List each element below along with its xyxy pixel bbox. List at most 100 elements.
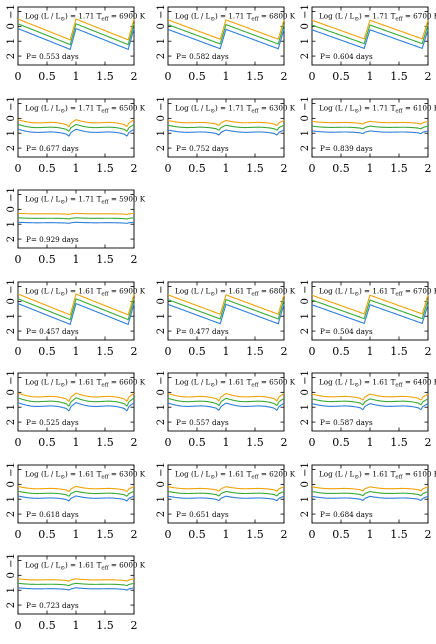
panel-5: 0 0.5 1 1.5 2 −1 0 1 2 Log (L / L⊙) = 1.71 Teff =… [156, 96, 296, 175]
light-curve-line [17, 221, 135, 224]
x-tick-label: 2 [131, 619, 138, 632]
y-tick-label: −1 [6, 279, 17, 294]
x-tick-label: 2 [425, 345, 432, 358]
light-curve-line [167, 23, 285, 45]
light-curve-line [17, 490, 135, 497]
light-curve-line [167, 402, 285, 411]
y-tick-label: 1 [300, 313, 311, 319]
y-tick-label: 0 [300, 389, 311, 395]
y-tick-label: −1 [156, 370, 167, 385]
panel-label: Log (L / L⊙) = 1.71 Teff = 6900 K [25, 12, 146, 23]
y-tick-label: 1 [300, 496, 311, 502]
period-label: P= 0.651 days [176, 510, 229, 519]
period-label: P= 0.839 days [320, 144, 373, 153]
light-curve-line [311, 403, 429, 411]
y-tick-label: −1 [156, 96, 167, 111]
y-tick-label: 0 [156, 481, 167, 487]
x-tick-label: 2 [425, 70, 432, 83]
x-tick-label: 1 [73, 436, 80, 449]
y-tick-label: −1 [300, 370, 311, 385]
panel-label: Log (L / L⊙) = 1.61 Teff = 6500 K [175, 378, 296, 389]
light-curve-line [17, 23, 135, 46]
x-tick-label: 0 [309, 162, 316, 175]
x-tick-label: 0.5 [332, 162, 350, 175]
x-tick-label: 2 [425, 162, 432, 175]
period-label: P= 0.752 days [176, 144, 229, 153]
x-tick-label: 0 [165, 70, 172, 83]
x-tick-label: 1.5 [246, 162, 264, 175]
x-tick-label: 1.5 [390, 436, 408, 449]
x-tick-label: 2 [131, 345, 138, 358]
x-tick-label: 1 [73, 619, 80, 632]
x-tick-label: 0.5 [38, 162, 56, 175]
light-curve-line [167, 486, 285, 492]
y-tick-label: 2 [6, 419, 17, 425]
x-tick-label: 0 [15, 436, 22, 449]
light-curve-line [167, 490, 285, 497]
x-tick-label: 0.5 [188, 436, 206, 449]
y-tick-label: 0 [300, 298, 311, 304]
light-curve-line [17, 587, 135, 591]
x-tick-label: 1 [367, 528, 374, 541]
light-curve-line [17, 298, 135, 321]
x-tick-label: 1 [367, 162, 374, 175]
x-tick-label: 1.5 [246, 436, 264, 449]
panel-8: 0 0.5 1 1.5 2 −1 0 1 2 Log (L / L⊙) = 1.61 Teff =… [6, 279, 146, 358]
x-tick-label: 0 [15, 253, 22, 266]
light-curve-line [311, 304, 429, 325]
y-tick-label: 2 [156, 419, 167, 425]
y-tick-label: 0 [300, 23, 311, 29]
light-curve-line [167, 298, 285, 320]
light-curve-line [311, 29, 429, 50]
y-tick-label: 1 [6, 404, 17, 410]
x-tick-label: 2 [281, 528, 288, 541]
panel-4: 0 0.5 1 1.5 2 −1 0 1 2 Log (L / L⊙) = 1.71 Teff =… [6, 96, 146, 175]
x-tick-label: 1.5 [246, 70, 264, 83]
x-tick-label: 1 [223, 162, 230, 175]
panel-11: 0 0.5 1 1.5 2 −1 0 1 2 Log (L / L⊙) = 1.61 Teff =… [6, 370, 146, 449]
light-curve-line [17, 18, 135, 41]
y-tick-label: −1 [300, 96, 311, 111]
period-label: P= 0.525 days [26, 418, 79, 427]
light-curve-line [17, 302, 135, 326]
x-tick-label: 1 [73, 70, 80, 83]
y-tick-label: −1 [6, 370, 17, 385]
panel-label: Log (L / L⊙) = 1.71 Teff = 6800 K [175, 12, 296, 23]
period-label: P= 0.557 days [176, 418, 229, 427]
panel-label: Log (L / L⊙) = 1.71 Teff = 6300 K [175, 104, 296, 115]
x-tick-label: 0 [309, 70, 316, 83]
x-tick-label: 0.5 [38, 253, 56, 266]
y-tick-label: 1 [156, 313, 167, 319]
light-curve-line [17, 485, 135, 493]
x-tick-label: 0 [309, 528, 316, 541]
y-tick-label: 0 [156, 298, 167, 304]
x-tick-label: 0.5 [188, 528, 206, 541]
x-tick-label: 2 [425, 436, 432, 449]
x-tick-label: 0.5 [188, 345, 206, 358]
y-tick-label: 2 [300, 511, 311, 517]
panel-15: 0 0.5 1 1.5 2 −1 0 1 2 Log (L / L⊙) = 1.61 Teff =… [156, 462, 296, 541]
light-curve-line [311, 299, 429, 320]
panel-label: Log (L / L⊙) = 1.61 Teff = 6700 K [319, 287, 436, 298]
y-tick-label: −1 [6, 553, 17, 568]
x-tick-label: 1.5 [390, 528, 408, 541]
x-tick-label: 1 [223, 436, 230, 449]
panel-1: 0 0.5 1 1.5 2 −1 0 1 2 Log (L / L⊙) = 1.71 Teff =… [6, 4, 146, 83]
x-tick-label: 1.5 [246, 345, 264, 358]
y-tick-label: 1 [300, 404, 311, 410]
x-tick-label: 2 [425, 528, 432, 541]
y-tick-label: −1 [6, 187, 17, 202]
light-curve-line [167, 303, 285, 325]
light-curve-line [311, 398, 429, 406]
y-tick-label: 1 [156, 496, 167, 502]
x-tick-label: 1 [367, 436, 374, 449]
light-curve-line [311, 130, 429, 135]
panel-9: 0 0.5 1 1.5 2 −1 0 1 2 Log (L / L⊙) = 1.61 Teff =… [156, 279, 296, 358]
plot-frame [311, 6, 429, 66]
y-tick-label: 0 [6, 298, 17, 304]
x-tick-label: 0 [165, 345, 172, 358]
y-tick-label: 2 [300, 419, 311, 425]
y-tick-label: −1 [156, 4, 167, 19]
y-tick-label: 1 [6, 587, 17, 593]
